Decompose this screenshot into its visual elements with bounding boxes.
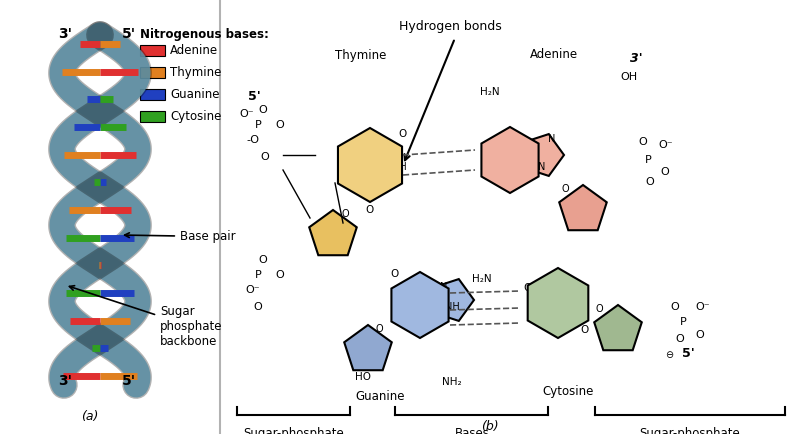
Text: N: N bbox=[415, 322, 422, 332]
Bar bbox=[140, 111, 165, 122]
Text: O: O bbox=[660, 167, 669, 177]
Text: O: O bbox=[561, 184, 569, 194]
Text: O: O bbox=[365, 205, 374, 215]
Text: O: O bbox=[596, 304, 604, 314]
Text: Sugar-phosphate
backbone: Sugar-phosphate backbone bbox=[640, 427, 740, 434]
Text: OH: OH bbox=[620, 72, 637, 82]
Text: 3': 3' bbox=[58, 374, 72, 388]
Text: O: O bbox=[670, 302, 678, 312]
Text: -O: -O bbox=[246, 135, 259, 145]
Text: N: N bbox=[528, 144, 535, 154]
Text: Cytosine: Cytosine bbox=[170, 110, 222, 123]
Text: N: N bbox=[498, 132, 506, 142]
Text: P: P bbox=[254, 120, 262, 130]
Text: 3': 3' bbox=[58, 27, 72, 41]
Text: O: O bbox=[254, 302, 262, 312]
Polygon shape bbox=[434, 279, 474, 321]
Text: P: P bbox=[254, 270, 262, 280]
Text: O: O bbox=[258, 255, 267, 265]
Text: Bases: Bases bbox=[454, 427, 490, 434]
Text: O⁻: O⁻ bbox=[246, 285, 260, 295]
Text: NH: NH bbox=[445, 302, 460, 312]
Text: NH₂: NH₂ bbox=[442, 377, 462, 387]
Text: (a): (a) bbox=[82, 410, 98, 423]
Polygon shape bbox=[482, 127, 538, 193]
Text: P: P bbox=[645, 155, 652, 165]
Text: O⁻: O⁻ bbox=[240, 109, 254, 119]
Text: 5': 5' bbox=[682, 347, 694, 360]
Text: 5': 5' bbox=[248, 90, 261, 103]
Text: Hydrogen bonds: Hydrogen bonds bbox=[398, 20, 502, 33]
Text: 5': 5' bbox=[122, 374, 136, 388]
Bar bbox=[140, 89, 165, 100]
Text: O⁻: O⁻ bbox=[695, 302, 710, 312]
Text: ⊖: ⊖ bbox=[665, 350, 673, 360]
Text: H₂N: H₂N bbox=[480, 87, 500, 97]
Text: O: O bbox=[638, 137, 646, 147]
Text: (b): (b) bbox=[481, 420, 499, 433]
Text: Adenine: Adenine bbox=[170, 44, 218, 57]
Text: O: O bbox=[390, 269, 398, 279]
Text: H₂N: H₂N bbox=[472, 274, 492, 284]
Text: O: O bbox=[276, 270, 284, 280]
Text: Nitrogenous bases:: Nitrogenous bases: bbox=[140, 28, 269, 41]
Text: Sugar
phosphate
backbone: Sugar phosphate backbone bbox=[70, 286, 222, 348]
Polygon shape bbox=[338, 128, 402, 202]
Text: 3': 3' bbox=[630, 52, 642, 65]
Polygon shape bbox=[559, 185, 606, 230]
Text: Thymine: Thymine bbox=[170, 66, 222, 79]
Text: N: N bbox=[548, 134, 555, 144]
Polygon shape bbox=[528, 268, 588, 338]
Text: P: P bbox=[680, 317, 686, 327]
Text: Thymine: Thymine bbox=[335, 49, 386, 62]
Text: O: O bbox=[261, 152, 270, 162]
Text: 5': 5' bbox=[122, 27, 136, 41]
Text: NH: NH bbox=[392, 162, 406, 172]
Text: O: O bbox=[675, 334, 684, 344]
Text: O: O bbox=[695, 330, 704, 340]
Text: Guanine: Guanine bbox=[355, 390, 405, 403]
Text: N: N bbox=[538, 162, 546, 172]
Text: O: O bbox=[341, 209, 349, 219]
Text: O: O bbox=[398, 129, 406, 139]
Polygon shape bbox=[594, 305, 642, 350]
Text: N: N bbox=[566, 315, 574, 325]
Text: N: N bbox=[480, 147, 487, 157]
Text: O: O bbox=[258, 105, 267, 115]
Text: N: N bbox=[500, 167, 507, 177]
Text: O: O bbox=[645, 177, 654, 187]
Bar bbox=[140, 67, 165, 78]
Text: O: O bbox=[523, 283, 531, 293]
Text: O: O bbox=[276, 120, 284, 130]
Text: O⁻: O⁻ bbox=[658, 140, 673, 150]
Text: HO: HO bbox=[355, 372, 371, 382]
Polygon shape bbox=[524, 134, 564, 176]
Text: Sugar-phosphate
backbone: Sugar-phosphate backbone bbox=[244, 427, 344, 434]
Polygon shape bbox=[310, 210, 357, 255]
Text: N: N bbox=[440, 282, 447, 292]
Text: N: N bbox=[368, 182, 375, 192]
Bar bbox=[140, 45, 165, 56]
Text: O: O bbox=[376, 324, 384, 334]
Text: Guanine: Guanine bbox=[170, 88, 219, 101]
Text: N: N bbox=[402, 282, 410, 292]
Polygon shape bbox=[344, 325, 392, 370]
Text: Adenine: Adenine bbox=[530, 49, 578, 62]
Text: N: N bbox=[540, 310, 547, 320]
Polygon shape bbox=[391, 272, 449, 338]
Text: Cytosine: Cytosine bbox=[542, 385, 594, 398]
Text: Base pair: Base pair bbox=[125, 230, 236, 243]
Text: O: O bbox=[580, 325, 588, 335]
